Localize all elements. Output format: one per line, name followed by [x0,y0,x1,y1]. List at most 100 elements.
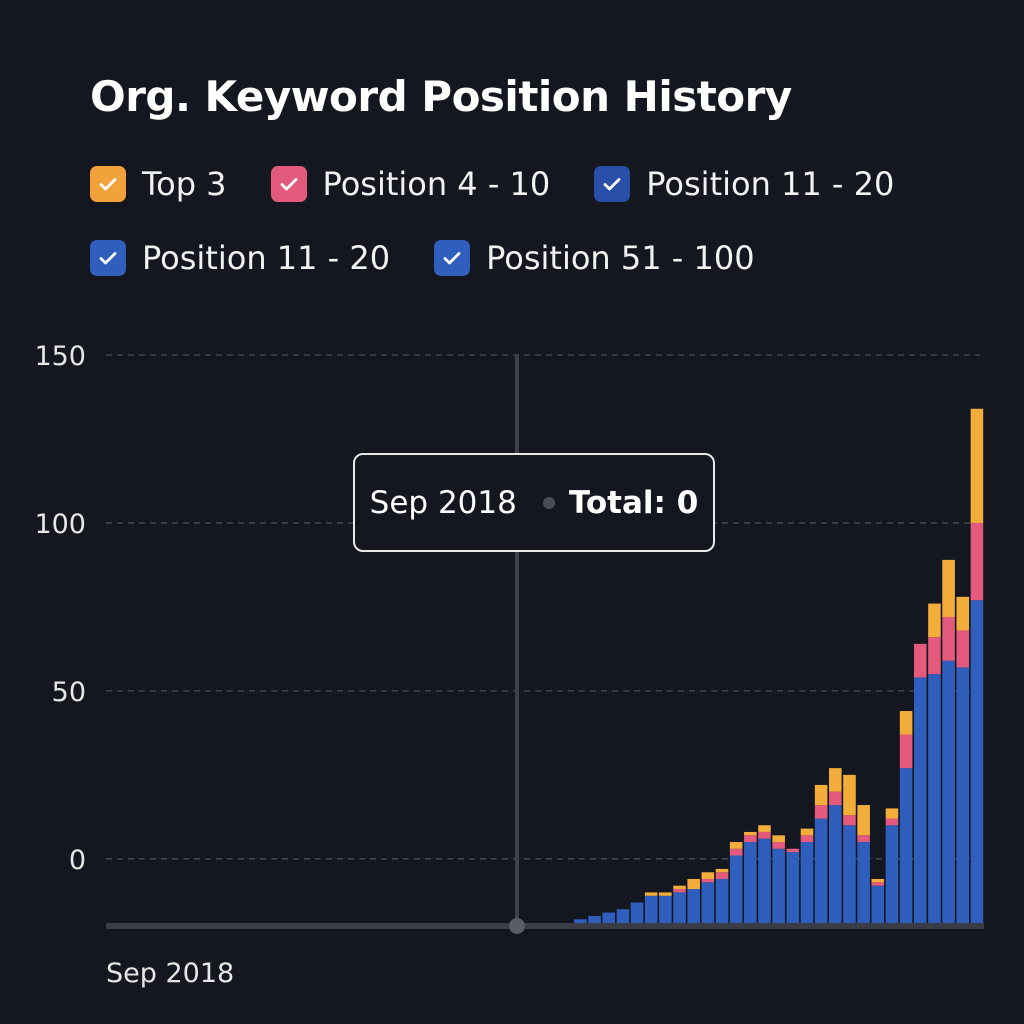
bar-top-45 [744,831,757,836]
bar-middle-52 [843,815,856,826]
bar-bottom-60 [956,667,970,926]
bar-bottom-35 [602,912,616,926]
legend-item-position-4-10[interactable]: Position 4 - 10 [270,165,551,203]
bar-top-46 [758,825,771,832]
bar-bottom-58 [928,674,941,926]
bar-top-51 [829,768,842,792]
legend-label-position-11-20-a: Position 11 - 20 [646,165,895,203]
bar-top-56 [899,711,913,735]
x-tick-label: Sep 2018 [106,958,234,989]
bar-top-43 [715,868,729,873]
bars [574,408,984,926]
y-tick-label-0: 0 [69,845,86,876]
legend: Top 3 Position 4 - 10 Position 11 - 20 P… [90,160,990,308]
bar-bottom-49 [800,842,814,926]
y-tick-label-50: 50 [52,677,86,708]
bar-middle-50 [814,805,828,819]
legend-label-position-11-20-b: Position 11 - 20 [142,239,391,277]
legend-item-position-11-20-a[interactable]: Position 11 - 20 [594,165,894,203]
legend-label-position-4-10: Position 4 - 10 [322,165,551,203]
bar-top-60 [956,596,970,631]
bar-top-59 [942,559,955,617]
bar-top-54 [871,878,885,883]
bar-top-38 [644,892,658,896]
bar-bottom-61 [970,600,984,926]
bar-top-50 [814,784,828,806]
bar-middle-55 [885,818,899,826]
bar-bottom-33 [574,919,587,926]
bar-middle-59 [942,616,955,661]
bar-bottom-54 [871,885,885,926]
bar-middle-51 [829,791,842,806]
legend-label-position-51-100: Position 51 - 100 [486,239,755,277]
checkmark-icon [99,178,117,191]
checkmark-icon [443,252,461,265]
bar-bottom-50 [814,818,828,926]
bar-middle-43 [715,872,729,879]
bar-top-39 [659,892,672,896]
legend-checkbox-top-3[interactable] [90,166,126,202]
bar-bottom-47 [772,848,785,926]
bar-top-52 [843,774,856,816]
bar-top-55 [885,808,899,819]
stacked-bar-chart: 0 50 100 150 Sep 2018 [34,341,984,989]
bar-middle-42 [701,878,715,883]
bar-top-47 [772,835,785,843]
checkmark-icon [99,252,117,265]
tooltip-dot-icon [542,496,555,509]
legend-item-position-51-100[interactable]: Position 51 - 100 [434,239,755,277]
bar-top-42 [701,872,715,879]
bar-middle-56 [899,734,913,769]
x-axis: Sep 2018 [106,355,984,989]
tooltip-total: Total: 0 [568,484,699,521]
legend-checkbox-position-51-100[interactable] [434,240,471,276]
bar-top-61 [970,408,984,523]
legend-row-2: Position 11 - 20 Position 51 - 100 [90,234,990,282]
bar-middle-53 [857,835,870,843]
bar-top-53 [857,805,870,836]
bar-top-41 [687,878,700,890]
bar-bottom-38 [644,895,658,926]
checkmark-icon [603,178,621,191]
bar-bottom-48 [786,852,800,926]
bar-middle-47 [772,842,785,849]
bar-bottom-43 [715,878,729,926]
y-tick-label-150: 150 [34,341,86,372]
chart-tooltip: Sep 2018 Total: 0 [353,453,715,552]
y-tick-label-100: 100 [34,509,86,540]
bar-top-44 [729,842,743,849]
bar-middle-58 [928,637,941,675]
legend-item-top-3[interactable]: Top 3 [90,165,227,203]
bar-bottom-57 [913,677,927,926]
bar-middle-54 [871,882,885,886]
bar-bottom-45 [744,842,757,926]
bar-bottom-41 [687,889,700,926]
bar-middle-45 [744,835,757,843]
hover-cursor-dot[interactable] [509,918,525,934]
y-axis-ticks: 0 50 100 150 [34,341,86,876]
legend-label-top-3: Top 3 [142,165,227,203]
bar-middle-40 [673,889,686,893]
bar-bottom-36 [616,909,630,926]
bar-top-49 [800,828,814,836]
bar-bottom-37 [630,902,644,926]
bar-middle-44 [729,848,743,856]
bar-bottom-52 [843,825,856,926]
legend-checkbox-position-11-20-b[interactable] [90,240,126,276]
bar-bottom-34 [588,915,601,926]
legend-item-position-11-20-b[interactable]: Position 11 - 20 [90,239,390,277]
legend-row-1: Top 3 Position 4 - 10 Position 11 - 20 [90,160,990,208]
legend-checkbox-position-11-20-a[interactable] [594,166,631,202]
checkmark-icon [280,178,297,191]
bar-bottom-56 [899,768,913,926]
bar-bottom-53 [857,842,870,926]
bar-bottom-42 [701,882,715,926]
bar-bottom-59 [942,660,955,926]
bar-top-58 [928,603,941,638]
bar-middle-57 [913,643,927,678]
tooltip-date: Sep 2018 [369,484,517,521]
bar-bottom-39 [659,895,672,926]
legend-checkbox-position-4-10[interactable] [270,166,307,202]
bar-middle-49 [800,835,814,843]
bar-bottom-46 [758,838,771,926]
